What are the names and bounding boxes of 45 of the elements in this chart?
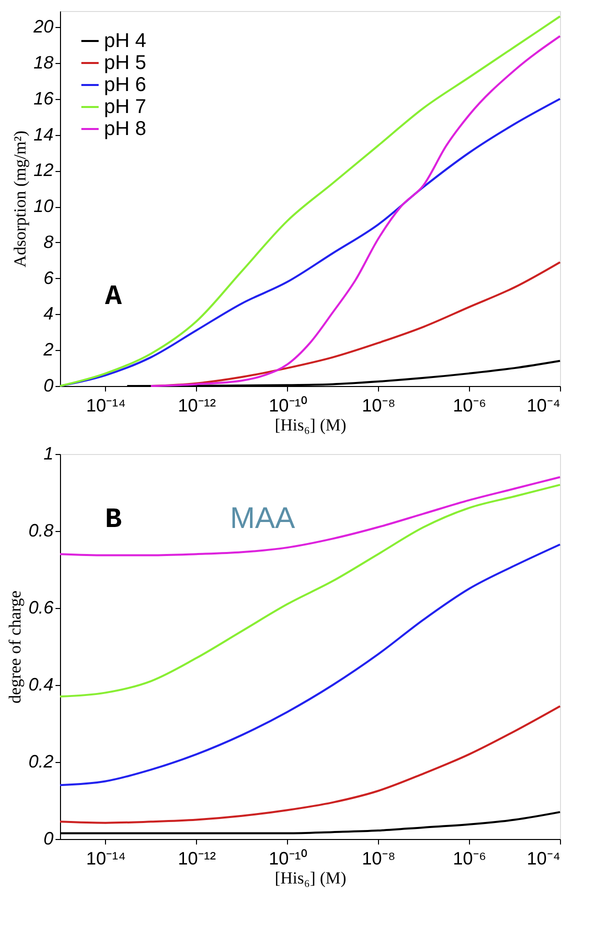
y-axis-title: Adsorption (mg/m²) [10,130,30,268]
x-tick-label: 10⁻¹⁴ [86,396,126,416]
x-tick-label: 10⁻¹⁰ [268,396,307,416]
y-tick-label: 14 [33,124,54,144]
y-tick-label: 12 [33,160,54,180]
y-tick-label: 0 [43,828,54,848]
x-tick-label: 10⁻⁴ [526,396,560,416]
y-tick-label: 16 [33,88,54,108]
annotation: A [105,282,122,313]
x-tick-label: 10⁻¹⁰ [268,848,307,868]
x-tick-label: 10⁻⁸ [362,848,396,868]
y-tick-label: 2 [42,340,54,360]
y-tick-label: 20 [32,16,54,37]
line-series [59,543,561,786]
line-series [59,476,561,556]
line-series [59,484,561,698]
y-tick-label: 0.8 [28,520,54,540]
y-tick-label: 0.2 [28,752,54,772]
annotation: MAA [230,502,296,535]
legend-label: pH 4 [104,30,146,52]
x-tick-label: 10⁻⁴ [526,848,560,868]
x-tick-label: 10⁻⁶ [452,848,486,868]
x-tick-label: 10⁻⁸ [362,396,396,416]
y-tick-label: 0.4 [28,674,54,694]
legend-label: pH 6 [104,74,146,96]
x-tick-label: 10⁻¹⁴ [86,848,126,868]
x-tick-label: 10⁻¹² [178,396,216,416]
legend-label: pH 7 [104,96,146,118]
annotation: B [105,505,122,536]
y-tick-label: 6 [43,268,54,288]
y-tick-label: 10 [33,196,54,216]
x-tick-label: 10⁻¹² [178,848,216,868]
legend-label: pH 8 [104,118,146,140]
y-tick-label: 18 [33,52,54,73]
y-tick-label: 4 [43,304,54,324]
x-axis-title: [His₆] (M) [274,868,346,888]
line-series [59,705,561,824]
y-tick-label: 1 [43,444,54,464]
y-tick-label: 0.6 [28,598,54,618]
y-tick-label: 8 [43,232,54,252]
legend-label: pH 5 [104,52,146,74]
x-tick-label: 10⁻⁶ [452,396,486,416]
y-axis-title: degree of charge [5,590,24,704]
x-axis-title: [His₆] (M) [274,416,346,434]
y-tick-label: 0 [43,376,54,396]
